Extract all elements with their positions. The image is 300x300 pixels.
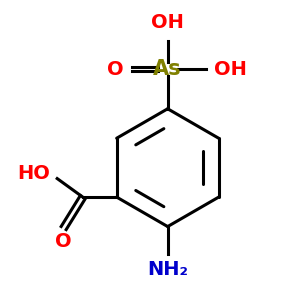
- Text: OH: OH: [214, 59, 247, 79]
- Text: HO: HO: [17, 164, 50, 183]
- Text: O: O: [56, 232, 72, 251]
- Text: OH: OH: [151, 13, 184, 32]
- Text: As: As: [153, 59, 182, 79]
- Text: O: O: [107, 59, 124, 79]
- Text: NH₂: NH₂: [147, 260, 188, 279]
